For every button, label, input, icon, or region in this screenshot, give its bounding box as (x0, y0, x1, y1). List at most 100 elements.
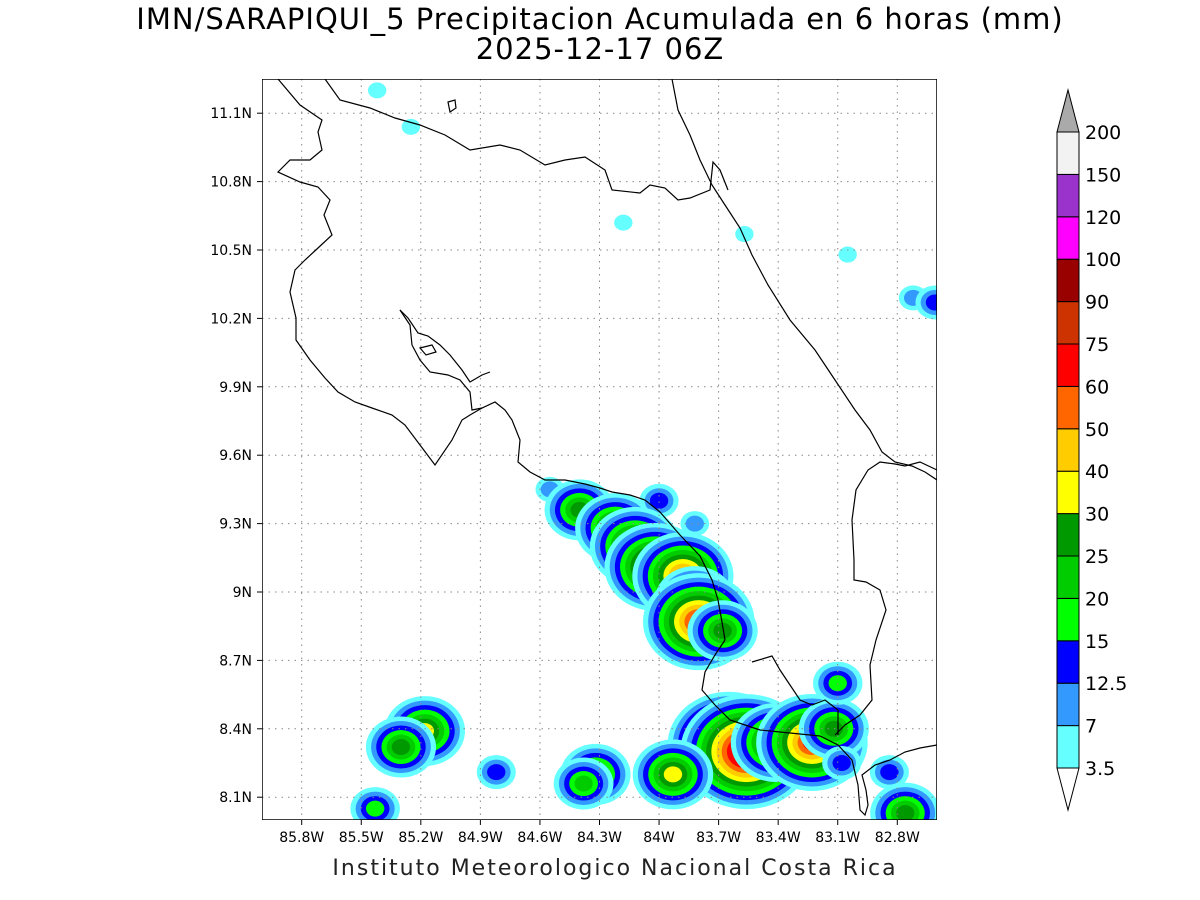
x-tick-label: 84.3W (577, 830, 622, 846)
precip-cell (798, 698, 869, 760)
nicaragua-lake-shore (324, 79, 729, 201)
colorbar-swatch (1056, 513, 1080, 557)
precip-contour (487, 764, 506, 781)
colorbar-label: 90 (1085, 292, 1109, 314)
colorbar-swatch (1056, 682, 1080, 727)
x-tick-label: 84.9W (458, 830, 503, 846)
y-tick-label: 9.6N (219, 448, 252, 464)
y-tick-label: 9.9N (219, 380, 252, 396)
colorbar-swatch (1056, 131, 1080, 175)
precip-contour (649, 492, 669, 509)
colorbar-label: 25 (1085, 546, 1109, 568)
coastline-north (276, 79, 483, 467)
precip-contour (614, 214, 633, 231)
coastlines (276, 79, 937, 817)
colorbar-label: 40 (1085, 461, 1109, 483)
chart-title: IMN/SARAPIQUI_5 Precipitacion Acumulada … (136, 2, 1064, 36)
colorbar-swatch (1056, 555, 1080, 599)
precip-cell (838, 246, 857, 263)
x-tick-label: 83.1W (815, 830, 860, 846)
precip-cell (367, 82, 387, 99)
colorbar-swatch (1056, 173, 1080, 218)
precip-cell (870, 782, 937, 820)
colorbar-label: 75 (1085, 334, 1109, 356)
colorbar-over-arrow (1056, 88, 1080, 133)
x-tick-label: 85.8W (279, 830, 324, 846)
chira-island (418, 344, 437, 356)
chart-subtitle: 2025-12-17 06Z (475, 32, 725, 66)
x-tick-label: 85.5W (339, 830, 384, 846)
colorbar-label: 12.5 (1085, 673, 1127, 695)
precip-contour (925, 294, 937, 311)
y-tick-label: 10.5N (210, 243, 252, 259)
colorbar-swatch (1056, 343, 1080, 387)
precip-cell (553, 757, 614, 810)
precip-contour (832, 755, 851, 771)
colorbar-label: 30 (1085, 504, 1109, 526)
precip-contour (713, 622, 732, 639)
colorbar-swatch (1056, 428, 1080, 472)
precip-cell (813, 661, 863, 705)
x-tick-label: 85.2W (398, 830, 443, 846)
caribbean-coast (671, 79, 937, 481)
precip-cell (476, 755, 516, 790)
colorbar-label: 3.5 (1085, 758, 1115, 780)
y-tick-label: 10.2N (210, 311, 252, 327)
colorbar-swatch (1056, 597, 1080, 642)
precipitation-layer (350, 82, 937, 820)
precip-contour (401, 118, 421, 135)
precip-cell (680, 511, 710, 537)
colorbar-swatch (1056, 640, 1080, 684)
colorbar-label: 20 (1085, 588, 1109, 610)
colorbar: 3.5 7 12.5 15 20 25 30 40 50 60 75 90 100 120 150 200 (1056, 88, 1127, 812)
colorbar-swatch (1056, 301, 1080, 345)
precip-contour (685, 515, 704, 532)
precip-contour (574, 775, 593, 792)
precip-cell (632, 739, 714, 810)
x-axis-ticks: 85.8W 85.5W 85.2W 84.9W 84.6W 84.3W 84W 83.7W 83… (279, 820, 920, 846)
precip-cell (735, 226, 754, 243)
y-tick-label: 8.7N (219, 653, 252, 669)
colorbar-label: 100 (1085, 249, 1121, 271)
grid-lines (262, 79, 937, 820)
precip-contour (828, 675, 847, 692)
precip-contour (880, 764, 899, 781)
precip-cell (614, 214, 633, 231)
colorbar-label: 120 (1085, 207, 1121, 229)
y-tick-label: 10.8N (210, 175, 252, 191)
colorbar-swatch (1056, 258, 1080, 303)
y-tick-label: 9.3N (219, 517, 252, 533)
colorbar-label: 150 (1085, 164, 1121, 186)
y-tick-label: 8.4N (219, 722, 252, 738)
precip-contour (391, 739, 411, 756)
panama-border (834, 461, 937, 736)
x-tick-label: 82.8W (875, 830, 920, 846)
nicoya-peninsula-coast (399, 309, 726, 641)
y-tick-label: 9N (233, 585, 252, 601)
osa-peninsula-coast (751, 655, 839, 735)
precip-cell (915, 285, 937, 320)
precip-contour (838, 246, 857, 263)
colorbar-swatch (1056, 385, 1080, 430)
y-tick-label: 11.1N (210, 106, 252, 122)
x-tick-label: 83.7W (696, 830, 741, 846)
footer-credit: Instituto Meteorologico Nacional Costa R… (332, 856, 898, 881)
precip-cell (365, 716, 437, 778)
colorbar-label: 50 (1085, 419, 1109, 441)
precip-contour (896, 805, 915, 820)
colorbar-swatch (1056, 470, 1080, 515)
y-axis-ticks: 8.1N 8.4N 8.7N 9N 9.3N 9.6N 9.9N 10.2N 10.5N 10.8… (210, 106, 262, 806)
island-north (447, 99, 457, 113)
precip-cell (822, 746, 862, 780)
precip-contour (824, 720, 843, 737)
precip-contour (735, 226, 754, 243)
colorbar-label: 15 (1085, 631, 1109, 653)
precip-cell (350, 787, 400, 820)
colorbar-label: 60 (1085, 376, 1109, 398)
colorbar-under-arrow (1056, 767, 1080, 812)
precip-contour (365, 800, 385, 817)
gulf-nicoya-coast (399, 309, 491, 383)
colorbar-label: 200 (1085, 122, 1121, 144)
x-tick-label: 83.4W (756, 830, 801, 846)
